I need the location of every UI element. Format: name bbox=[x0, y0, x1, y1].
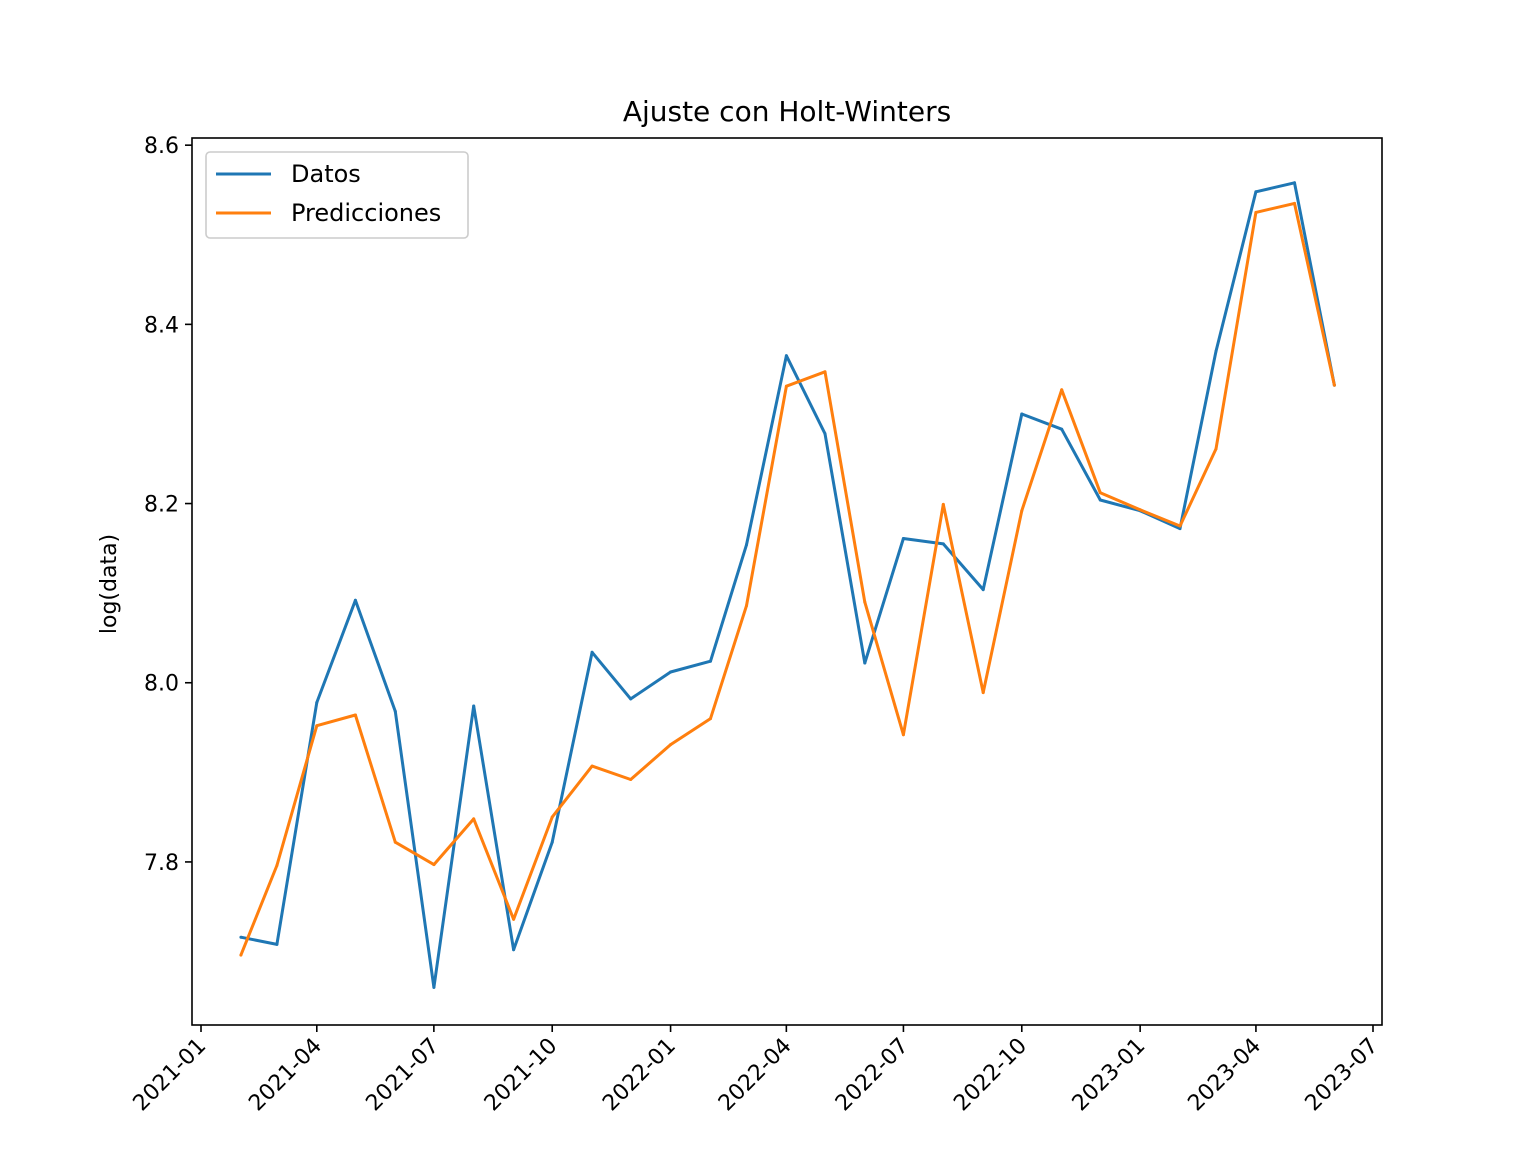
data-point-datos bbox=[1060, 427, 1064, 431]
data-point-predicciones bbox=[315, 724, 319, 728]
data-point-datos bbox=[1098, 498, 1102, 502]
data-point-predicciones bbox=[863, 600, 867, 604]
data-point-datos bbox=[1293, 181, 1296, 185]
data-point-datos bbox=[863, 661, 867, 665]
data-point-predicciones bbox=[590, 764, 594, 768]
data-point-datos bbox=[1254, 190, 1258, 194]
data-point-predicciones bbox=[1178, 524, 1182, 528]
data-point-datos bbox=[315, 701, 319, 704]
data-point-predicciones bbox=[472, 817, 476, 821]
data-point-datos bbox=[512, 948, 516, 952]
data-point-predicciones bbox=[1254, 210, 1258, 214]
data-point-datos bbox=[1214, 349, 1218, 353]
data-point-predicciones bbox=[1293, 201, 1296, 205]
data-point-datos bbox=[981, 588, 985, 592]
data-point-predicciones bbox=[1138, 508, 1142, 512]
data-point-datos bbox=[275, 942, 279, 946]
data-point-predicciones bbox=[275, 864, 279, 867]
data-point-predicciones bbox=[1060, 388, 1064, 392]
data-point-predicciones bbox=[512, 917, 516, 921]
data-point-datos bbox=[941, 542, 945, 546]
data-point-predicciones bbox=[901, 733, 905, 737]
data-point-datos bbox=[823, 432, 827, 436]
data-point-predicciones bbox=[239, 953, 243, 957]
data-point-predicciones bbox=[432, 863, 436, 867]
data-point-predicciones bbox=[1214, 447, 1218, 451]
legend-box bbox=[205, 151, 469, 239]
series-layer bbox=[239, 181, 1336, 989]
data-point-datos bbox=[432, 985, 436, 989]
data-point-predicciones bbox=[1020, 509, 1024, 513]
data-point-predicciones bbox=[823, 370, 827, 374]
data-point-predicciones bbox=[669, 743, 673, 747]
data-point-datos bbox=[629, 697, 633, 701]
data-point-datos bbox=[745, 543, 748, 547]
data-point-predicciones bbox=[745, 604, 748, 608]
y-tick-label: 8.2 bbox=[144, 493, 179, 518]
chart-title: Ajuste con Holt-Winters bbox=[623, 95, 951, 128]
data-point-datos bbox=[550, 840, 554, 844]
data-point-predicciones bbox=[709, 717, 712, 721]
data-point-predicciones bbox=[550, 815, 554, 819]
data-point-datos bbox=[393, 709, 397, 713]
data-point-datos bbox=[353, 598, 357, 602]
y-tick-label: 7.8 bbox=[144, 851, 179, 876]
data-point-datos bbox=[784, 354, 788, 358]
y-tick-label: 8.6 bbox=[144, 134, 179, 159]
legend: Datos Predicciones bbox=[205, 151, 469, 239]
y-tick-label: 8.0 bbox=[144, 672, 179, 697]
legend-label-datos: Datos bbox=[291, 160, 361, 188]
data-point-datos bbox=[669, 670, 673, 674]
data-point-datos bbox=[472, 704, 476, 708]
data-point-predicciones bbox=[629, 778, 633, 781]
data-point-predicciones bbox=[981, 691, 985, 695]
data-point-predicciones bbox=[941, 502, 945, 506]
data-point-datos bbox=[1178, 527, 1182, 531]
y-tick-label: 8.4 bbox=[144, 313, 179, 338]
data-point-datos bbox=[1020, 412, 1024, 416]
data-point-datos bbox=[239, 935, 243, 939]
data-point-datos bbox=[901, 537, 905, 540]
y-axis-label: log(data) bbox=[97, 534, 122, 634]
data-point-datos bbox=[590, 650, 594, 654]
data-point-predicciones bbox=[1098, 491, 1102, 495]
data-point-predicciones bbox=[353, 713, 357, 717]
legend-label-predicciones: Predicciones bbox=[291, 199, 441, 227]
data-point-datos bbox=[709, 659, 712, 663]
data-point-predicciones bbox=[1332, 383, 1336, 387]
plot-frame bbox=[191, 137, 1383, 1026]
data-point-predicciones bbox=[784, 384, 788, 388]
data-point-predicciones bbox=[393, 840, 397, 844]
